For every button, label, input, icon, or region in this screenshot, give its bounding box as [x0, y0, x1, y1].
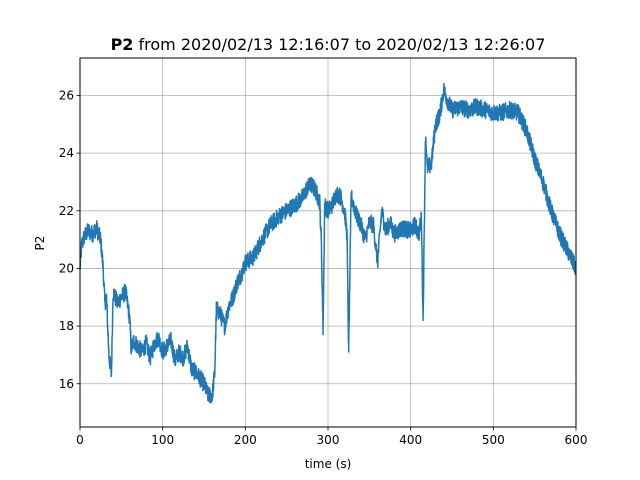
x-tick-label: 100: [151, 433, 174, 447]
x-axis-label: time (s): [305, 457, 352, 471]
y-tick-label: 24: [59, 146, 74, 160]
y-tick-label: 18: [59, 319, 74, 333]
chart-title-rest: from 2020/02/13 12:16:07 to 2020/02/13 1…: [133, 35, 545, 54]
y-axis-ticks: 16 18 20 22 24 26: [59, 88, 80, 391]
x-tick-label: 300: [317, 433, 340, 447]
x-tick-label: 0: [76, 433, 84, 447]
chart-title: P2 from 2020/02/13 12:16:07 to 2020/02/1…: [111, 35, 546, 54]
y-tick-label: 26: [59, 88, 74, 102]
x-tick-label: 600: [565, 433, 588, 447]
x-tick-label: 200: [234, 433, 257, 447]
y-tick-label: 16: [59, 377, 74, 391]
x-axis-ticks: 0 100 200 300 400 500 600: [76, 427, 587, 447]
chart-title-bold: P2: [111, 35, 134, 54]
series-line: [79, 82, 577, 404]
x-tick-label: 500: [482, 433, 505, 447]
y-tick-label: 20: [59, 261, 74, 275]
x-tick-label: 400: [399, 433, 422, 447]
series-layer: [79, 82, 577, 404]
y-tick-label: 22: [59, 204, 74, 218]
y-axis-label: P2: [33, 236, 47, 251]
